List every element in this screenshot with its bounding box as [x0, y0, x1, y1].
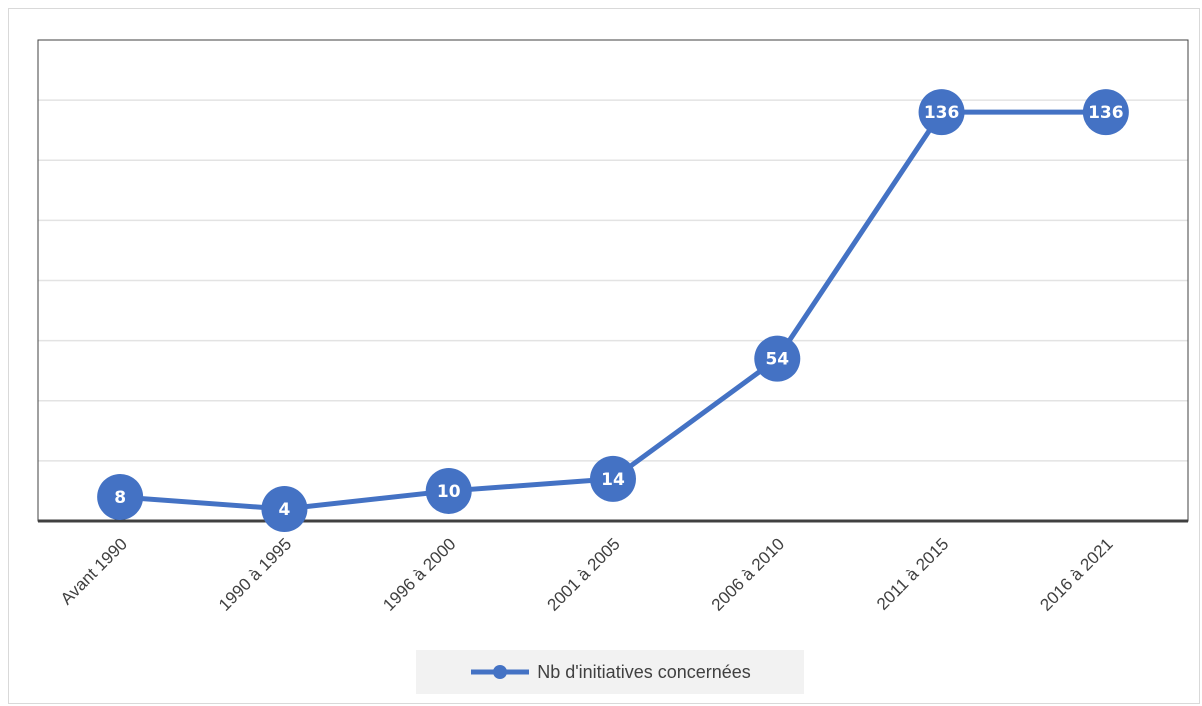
data-point — [918, 89, 965, 136]
data-label: 8 — [114, 488, 126, 508]
gridlines — [38, 99, 1188, 462]
x-tick-label: 2011 à 2015 — [873, 534, 952, 613]
x-tick-label: 1990 à 1995 — [215, 534, 295, 614]
data-point — [1082, 89, 1129, 136]
data-label: 54 — [765, 350, 789, 370]
data-point — [590, 455, 636, 502]
data-label: 136 — [924, 103, 960, 123]
series-line — [119, 109, 1106, 512]
data-point — [425, 467, 472, 514]
x-tick-label: 2001 à 2005 — [544, 534, 624, 614]
data-point — [754, 335, 801, 382]
series-group: 8 4 10 14 54 136 136 — [97, 89, 1129, 532]
x-tick-labels: Avant 1990 1990 à 1995 1996 à 2000 2001 à 2… — [57, 534, 1117, 614]
x-tick-label: 1996 à 2000 — [379, 534, 459, 614]
legend: Nb d'initiatives concernées — [416, 650, 804, 694]
x-tick-label: Avant 1990 — [57, 534, 131, 608]
x-tick-label: 2006 à 2010 — [708, 534, 788, 614]
data-point — [97, 473, 144, 520]
x-tick-label: 2016 à 2021 — [1036, 534, 1116, 614]
legend-line-marker-icon — [471, 665, 530, 679]
data-point — [261, 485, 308, 532]
chart-frame — [8, 8, 1200, 704]
data-label: 4 — [279, 500, 291, 520]
data-label: 136 — [1088, 103, 1124, 123]
data-label: 10 — [437, 482, 461, 502]
legend-entry-label: Nb d'initiatives concernées — [537, 661, 751, 682]
data-label: 14 — [601, 470, 625, 490]
